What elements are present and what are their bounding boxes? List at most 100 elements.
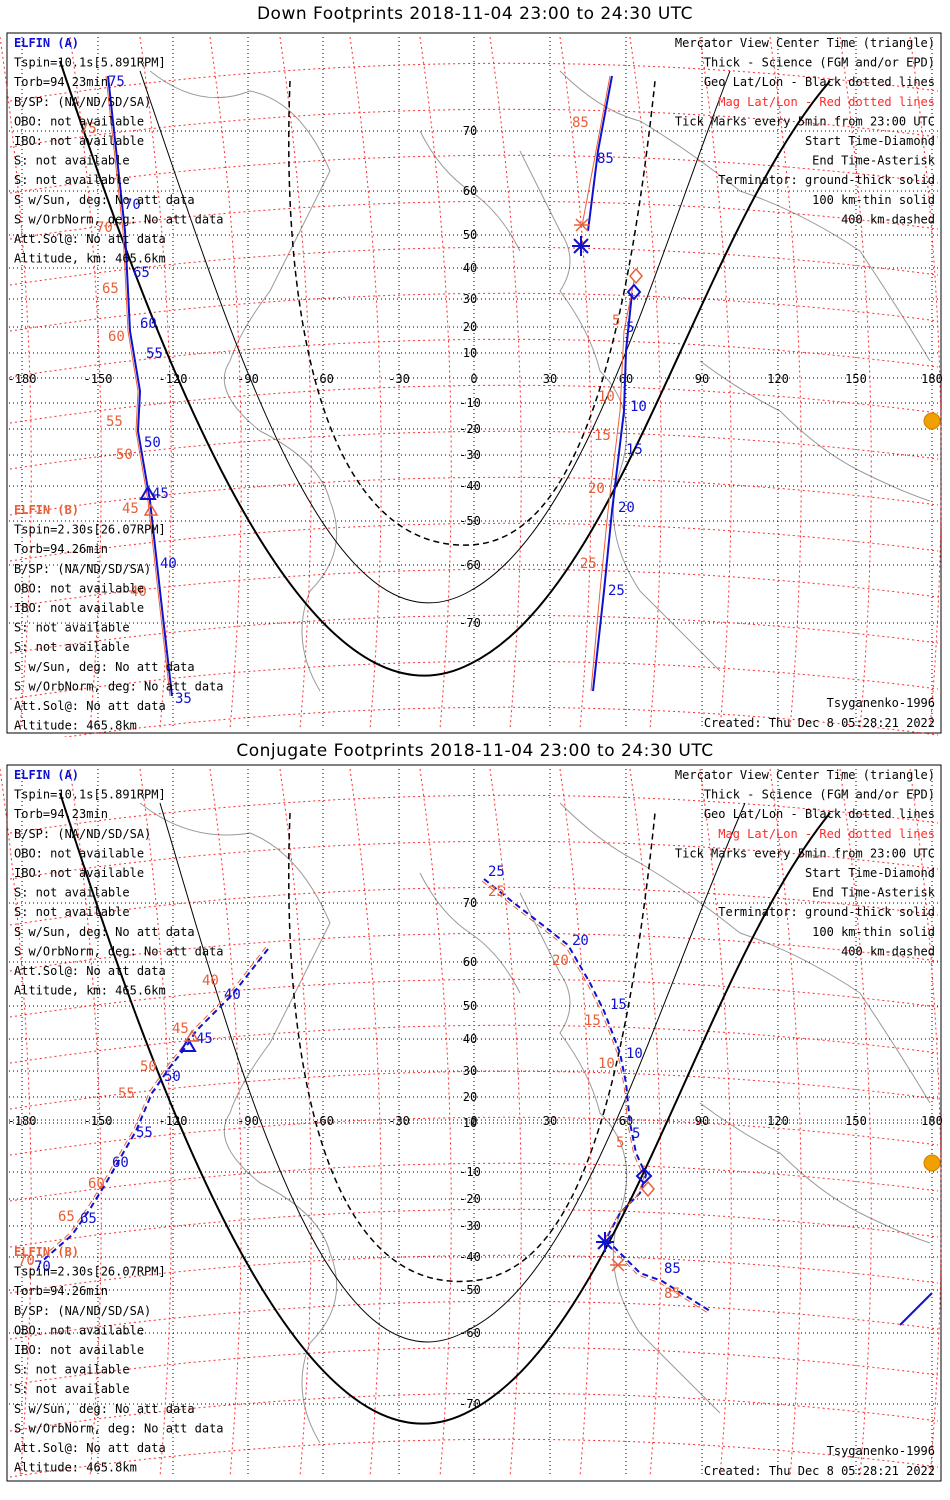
lon-tick-label: -90	[237, 372, 259, 386]
elfin-a-line: Att.Sol@: No att data	[14, 232, 166, 246]
map-frame	[6, 764, 942, 1482]
track-label-a: 10	[630, 399, 647, 415]
track-label-a: 20	[618, 500, 635, 516]
lon-tick-label: -90	[237, 1114, 259, 1128]
track-label-b: 75	[80, 121, 97, 137]
lat-tick-label: 10	[463, 346, 477, 360]
view-center-triangle-a	[139, 485, 157, 500]
elfin-b-line: OBO: not available	[14, 1323, 144, 1337]
mag-meridian	[349, 36, 382, 730]
start-diamond-a	[635, 1167, 653, 1185]
track-elfin-b-east	[581, 75, 611, 227]
lon-tick-label: -30	[388, 372, 410, 386]
legend-line: 100 km-thin solid	[812, 925, 935, 939]
track-label-a: 85	[597, 151, 614, 167]
coastline	[519, 150, 721, 672]
lon-tick-label: -180	[8, 372, 37, 386]
mag-grid	[0, 768, 942, 1478]
track-label-a: 50	[164, 1069, 181, 1085]
track-label-a: 85	[664, 1261, 681, 1277]
elfin-b-line: S w/Sun, deg: No att data	[14, 1402, 195, 1416]
track-label-a: 75	[108, 74, 125, 90]
elfin-b-line: Att.Sol@: No att data	[14, 699, 166, 713]
elfin-b-line: B/SP: (NA/ND/SD/SA)	[14, 1304, 151, 1318]
track-label-a: 50	[144, 435, 161, 451]
coastline	[519, 892, 721, 1414]
track-label-a: 70	[34, 1259, 51, 1275]
mag-meridian	[839, 768, 872, 1478]
end-asterisk-b	[610, 1258, 626, 1272]
model-name: Tsyganenko-1996	[827, 1444, 935, 1458]
lat-tick-label: 10	[463, 1116, 477, 1130]
legend-line: End Time-Asterisk	[812, 154, 936, 168]
lon-tick-label: 30	[543, 1114, 557, 1128]
elfin-a-line: Tspin=10.1s[5.891RPM]	[14, 56, 166, 70]
lon-tick-label: -30	[388, 1114, 410, 1128]
track-label-b: 85	[664, 1286, 681, 1302]
track-label-a: 70	[124, 197, 141, 213]
elfin-b-line: Att.Sol@: No att data	[14, 1441, 166, 1455]
elfin-a-line: S: not available	[14, 886, 130, 900]
sun-icon	[923, 412, 941, 430]
track-label-a: 65	[80, 1211, 97, 1227]
terminator-100km	[139, 70, 731, 604]
coastline	[699, 1102, 931, 1244]
lon-tick-label: 180	[921, 372, 943, 386]
track-label-a: 10	[626, 1046, 643, 1062]
legend-line: Terminator: ground-thick solid	[718, 905, 935, 919]
lat-tick-label: -10	[459, 1165, 481, 1179]
start-diamond-b	[629, 267, 643, 285]
mag-meridian	[699, 36, 732, 730]
legend-line: Tick Marks every 5min from 23:00 UTC	[675, 114, 935, 128]
track-label-a: 25	[488, 864, 505, 880]
mag-meridian	[909, 768, 942, 1478]
view-center-triangle-a	[179, 1037, 197, 1052]
lon-tick-label: -180	[8, 1114, 37, 1128]
track-label-b: 60	[88, 1176, 105, 1192]
mag-meridian	[69, 36, 102, 730]
legend-line: 400 km-dashed	[841, 212, 935, 226]
mag-meridian	[769, 768, 802, 1478]
lat-tick-label: 60	[463, 184, 477, 198]
elfin-a-line: IBO: not available	[14, 134, 144, 148]
mag-meridian	[0, 768, 32, 1478]
elfin-a-line: S: not available	[14, 173, 130, 187]
track-label-b: 65	[102, 281, 119, 297]
coastline	[139, 802, 338, 1444]
track-elfin-a-south	[592, 292, 633, 692]
mag-meridian	[69, 768, 102, 1478]
coastline	[559, 70, 931, 362]
lat-tick-label: 50	[463, 999, 477, 1013]
track-elfin-b-west	[37, 946, 267, 1262]
track-label-a: 40	[224, 987, 241, 1003]
lon-tick-label: 90	[695, 372, 709, 386]
elfin-b-line: Tspin=2.30s[26.07RPM]	[14, 1265, 166, 1279]
lat-tick-label: -60	[459, 1326, 481, 1340]
end-asterisk-a	[596, 1232, 614, 1252]
lat-tick-label: -60	[459, 558, 481, 572]
lon-tick-label: -150	[84, 372, 113, 386]
track-elfin-a-east	[587, 75, 613, 232]
legend-line: Terminator: ground-thick solid	[718, 173, 935, 187]
legend-line: End Time-Asterisk	[812, 886, 936, 900]
map-panel-conjugate: -180 -150 -120 -90 -60 -30 0 30 60 90 120 150 180 10 2…	[0, 764, 943, 1482]
lon-tick-label: 150	[845, 1114, 867, 1128]
mag-meridian	[489, 768, 522, 1478]
track-label-a: 65	[133, 265, 150, 281]
lon-tick-label: -60	[312, 1114, 334, 1128]
start-diamond-a	[626, 283, 642, 301]
end-asterisk-a	[572, 236, 590, 256]
mag-meridian	[0, 36, 32, 730]
elfin-b-line: S: not available	[14, 1382, 130, 1396]
legend-line: 400 km-dashed	[841, 944, 935, 958]
lat-tick-label: -50	[459, 514, 481, 528]
track-elfin-b-south	[590, 280, 635, 692]
elfin-a-line: Altitude, km: 465.6km	[14, 984, 166, 998]
track-label-a: 55	[146, 346, 163, 362]
track-label-b: 70	[96, 220, 113, 236]
elfin-a-line: S w/Sun, deg: No att data	[14, 925, 195, 939]
track-label-b: 10	[598, 389, 615, 405]
view-center-triangle-b	[143, 503, 159, 516]
track-label-a: 40	[160, 556, 177, 572]
mag-parallel	[9, 1346, 939, 1386]
